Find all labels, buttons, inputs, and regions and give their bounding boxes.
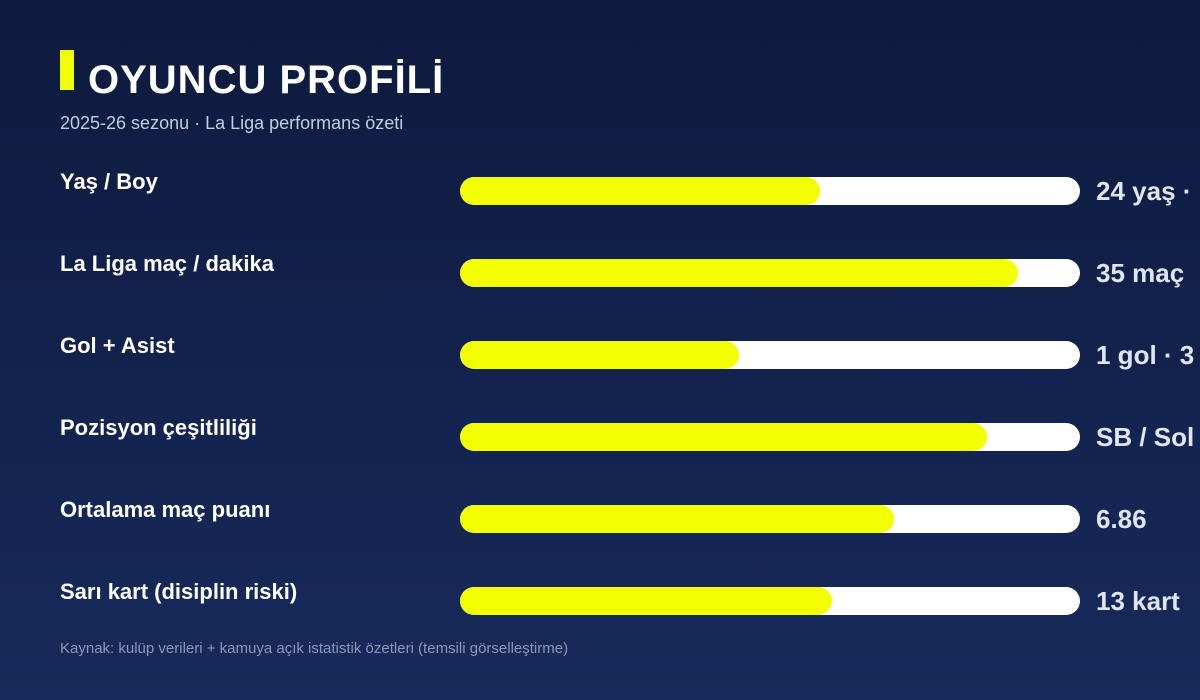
bar-fill [460,177,820,205]
value-label-clip: SB / Sol [1096,420,1200,454]
bar-track [460,587,1080,615]
page-title: OYUNCU PROFİLİ [88,58,445,102]
value-label: 6.86 [1096,504,1147,534]
bar-track [460,505,1080,533]
value-label: 24 yaş · [1096,176,1192,206]
value-label-clip: 35 maç [1096,256,1200,290]
category-label: La Liga maç / dakika [60,251,274,276]
value-label: 1 gol · 3 [1096,340,1195,370]
bar-fill [460,505,894,533]
category-label: Ortalama maç puanı [60,497,271,522]
value-label-clip: 24 yaş · [1096,174,1200,208]
bar-track [460,423,1080,451]
source-note: Kaynak: kulüp verileri + kamuya açık ist… [60,640,569,657]
value-label: 35 maç [1096,258,1185,288]
page-subtitle: 2025-26 sezonu · La Liga performans özet… [60,113,404,133]
category-label: Sarı kart (disiplin riski) [60,579,298,604]
bar-fill [460,341,739,369]
value-label: 13 kart [1096,586,1180,616]
bar-fill [460,259,1018,287]
category-label: Gol + Asist [60,333,175,358]
category-label: Yaş / Boy [60,169,158,194]
bar-fill [460,587,832,615]
bar-track [460,341,1080,369]
category-label: Pozisyon çeşitliliği [60,415,257,440]
value-label-clip: 13 kart [1096,584,1200,618]
title-accent-bar [60,50,74,90]
bar-track [460,259,1080,287]
bar-track [460,177,1080,205]
bar-fill [460,423,987,451]
value-label-clip: 1 gol · 3 [1096,338,1200,372]
value-label-clip: 6.86 [1096,502,1200,536]
value-label: SB / Sol [1096,422,1195,452]
